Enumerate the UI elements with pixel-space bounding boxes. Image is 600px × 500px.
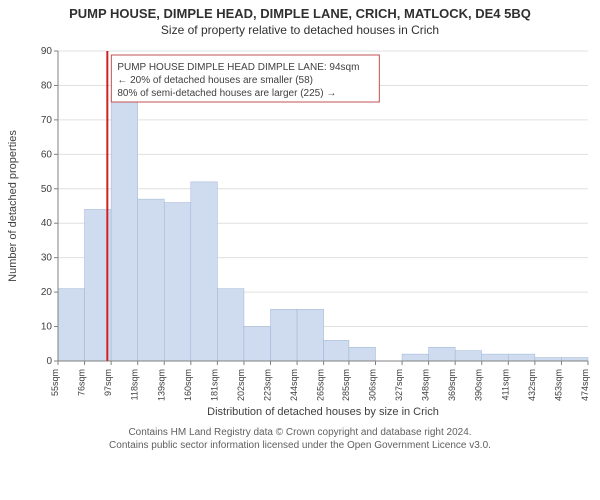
x-tick-label: 97sqm bbox=[103, 369, 113, 396]
x-tick-label: 244sqm bbox=[289, 369, 299, 401]
histogram-svg: 0 10 20 30 40 50 60 70 80 90 55sqm 76sqm 97sqm 118sqm… bbox=[0, 41, 600, 421]
y-tick-label: 20 bbox=[41, 287, 53, 298]
y-axis-label: Number of detached properties bbox=[7, 130, 19, 282]
histogram-bar bbox=[271, 309, 298, 361]
histogram-bar bbox=[349, 347, 376, 361]
histogram-bar bbox=[244, 327, 271, 361]
histogram-bar bbox=[164, 203, 191, 361]
histogram-bar bbox=[58, 289, 85, 361]
histogram-bar bbox=[217, 289, 244, 361]
y-tick-label: 0 bbox=[46, 356, 52, 367]
x-tick-label: 453sqm bbox=[553, 369, 563, 401]
annotation-line: 80% of semi-detached houses are larger (… bbox=[117, 88, 336, 99]
annotation-line: ← 20% of detached houses are smaller (58… bbox=[117, 75, 313, 86]
y-tick-label: 50 bbox=[41, 184, 53, 195]
x-tick-label: 411sqm bbox=[500, 369, 510, 400]
x-tick-label: 181sqm bbox=[209, 369, 219, 401]
histogram-bar bbox=[535, 358, 562, 361]
histogram-bar bbox=[508, 354, 535, 361]
chart-area: 0 10 20 30 40 50 60 70 80 90 55sqm 76sqm 97sqm 118sqm… bbox=[0, 41, 600, 421]
x-tick-label: 432sqm bbox=[527, 369, 537, 401]
x-tick-label: 390sqm bbox=[474, 369, 484, 401]
x-tick-label: 202sqm bbox=[236, 369, 246, 401]
x-tick-label: 118sqm bbox=[130, 369, 140, 400]
x-tick-label: 327sqm bbox=[394, 369, 404, 401]
histogram-bar bbox=[191, 182, 218, 361]
x-tick-label: 223sqm bbox=[263, 369, 273, 401]
histogram-bar bbox=[455, 351, 482, 361]
histogram-bar bbox=[138, 199, 165, 361]
x-tick-label: 474sqm bbox=[580, 369, 590, 401]
histogram-bar bbox=[402, 354, 429, 361]
histogram-bar bbox=[324, 340, 349, 361]
x-tick-label: 160sqm bbox=[183, 369, 193, 401]
x-axis-label: Distribution of detached houses by size … bbox=[207, 406, 439, 418]
y-tick-label: 70 bbox=[41, 115, 53, 126]
credits: Contains HM Land Registry data © Crown c… bbox=[0, 421, 600, 452]
histogram-bar bbox=[429, 347, 456, 361]
x-tick-label: 369sqm bbox=[447, 369, 457, 401]
y-tick-label: 30 bbox=[41, 253, 53, 264]
y-tick-label: 80 bbox=[41, 80, 53, 91]
histogram-bar bbox=[111, 92, 138, 361]
y-tick-label: 60 bbox=[41, 149, 53, 160]
credits-line-2: Contains public sector information licen… bbox=[0, 440, 600, 453]
y-tick-label: 10 bbox=[41, 322, 53, 333]
x-tick-label: 76sqm bbox=[77, 369, 87, 396]
annotation-line: PUMP HOUSE DIMPLE HEAD DIMPLE LANE: 94sq… bbox=[117, 62, 359, 73]
chart-title-sub: Size of property relative to detached ho… bbox=[0, 21, 600, 41]
x-tick-label: 55sqm bbox=[50, 369, 60, 396]
histogram-bar bbox=[482, 354, 509, 361]
x-tick-label: 265sqm bbox=[316, 369, 326, 401]
x-tick-label: 285sqm bbox=[341, 369, 351, 401]
credits-line-1: Contains HM Land Registry data © Crown c… bbox=[0, 427, 600, 440]
y-tick-label: 40 bbox=[41, 218, 53, 229]
y-tick-label: 90 bbox=[41, 46, 53, 57]
histogram-bar bbox=[561, 358, 588, 361]
histogram-bar bbox=[297, 309, 324, 361]
x-tick-label: 139sqm bbox=[156, 369, 166, 401]
x-tick-label: 306sqm bbox=[367, 369, 377, 401]
chart-title-main: PUMP HOUSE, DIMPLE HEAD, DIMPLE LANE, CR… bbox=[0, 0, 600, 21]
x-tick-label: 348sqm bbox=[421, 369, 431, 401]
